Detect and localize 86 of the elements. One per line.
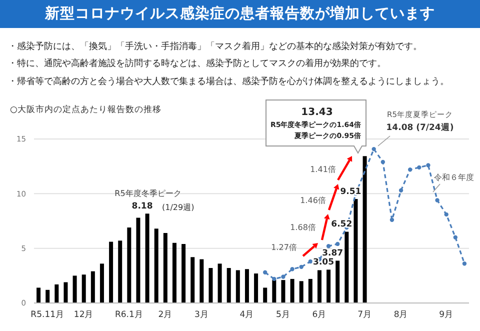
bar [326,270,331,303]
point [372,146,376,152]
point [453,235,458,240]
point [426,163,430,168]
x-tick-label: 8月 [394,310,408,320]
bar [317,270,322,303]
x-tick-label: 2月 [158,310,173,320]
point [308,259,313,264]
bar [82,274,86,303]
point [435,198,440,202]
data-label: 3.05 [313,258,334,268]
bar [362,156,367,303]
series-label: 令和６年度 [434,173,474,182]
point [408,168,412,172]
bar [281,280,286,303]
point [335,242,340,246]
chart-title: 新型コロナウイルス感染症の患者報告数が増加しています [0,0,480,28]
point [262,270,268,274]
point [272,276,276,282]
text: ・特に、通院や高齢者施設を訪問する時などは、感染予防としてマスクの着用が効果的です。 [8,58,386,69]
point [417,165,422,170]
x-tick-label: 5月 [276,310,290,320]
x-tick-label: 3月 [194,310,209,320]
bar [308,278,312,303]
point [380,160,386,164]
annotation: 1.27倍 [271,243,297,252]
point [326,244,331,248]
bar [109,242,114,303]
x-tick-label: 9月 [439,310,454,320]
bar [272,280,276,303]
point [281,274,286,279]
x-tick-label: 4月 [240,310,254,320]
data-label: 3.87 [322,248,344,259]
chart-subtitle: ○大阪市内の定点あたり報告数の推移 [10,104,162,116]
bar [299,281,304,303]
point [444,212,448,217]
bar [254,273,258,303]
bar [200,259,204,303]
bar [90,271,95,303]
bar [172,242,176,303]
bar [46,290,50,303]
bar [344,232,349,303]
bar [145,214,150,303]
annotation: R5年度冬季ピーク [114,189,182,198]
x-tick-label: 7月 [358,310,372,320]
bar [190,257,195,303]
bar [100,264,104,303]
text: ・感染予防には、「換気」「手洗い・手指消毒」「マスク着用」などの基本的な感染対策が有効です。 [8,41,422,52]
bar [36,288,41,303]
bar [218,264,222,303]
bar [118,240,122,303]
annotation: 1.68倍 [290,223,316,232]
text: ・帰省等で高齢の方と会う場合や大人数で集まる場合は、感染予防を心がけ体調を整えるようにしましょう。 [8,76,449,87]
bar [127,228,132,303]
annotation: (1/29週) [162,203,194,212]
x-tick-label: R5.11月 [30,310,65,320]
data-label: 6.52 [331,220,352,230]
annotation: 1.41倍 [310,165,336,174]
point [299,264,304,270]
x-tick-label: 6月 [312,310,327,320]
point [390,218,394,222]
bar [290,278,294,303]
x-tick-label: R6.1月 [114,310,144,320]
text: 13.43 [301,107,333,118]
bar [154,228,158,303]
bar [236,270,240,303]
bar [54,284,59,303]
data-label: 9.51 [340,187,362,198]
bar [163,233,168,303]
point [290,267,294,272]
bar [136,218,140,303]
x-tick-label: 12月 [74,310,94,320]
bar [208,268,213,303]
bar [354,199,358,303]
bar [226,268,231,303]
point [398,188,404,192]
point [462,262,467,266]
bar [72,276,77,303]
bar [64,282,68,303]
bar [182,244,186,303]
bar [263,288,268,303]
data-label: 8.18 [132,202,153,212]
annotation: 1.46倍 [300,196,326,205]
bar [336,260,340,303]
text: 14.08 (7/24週) [386,122,454,133]
bar [244,269,249,303]
